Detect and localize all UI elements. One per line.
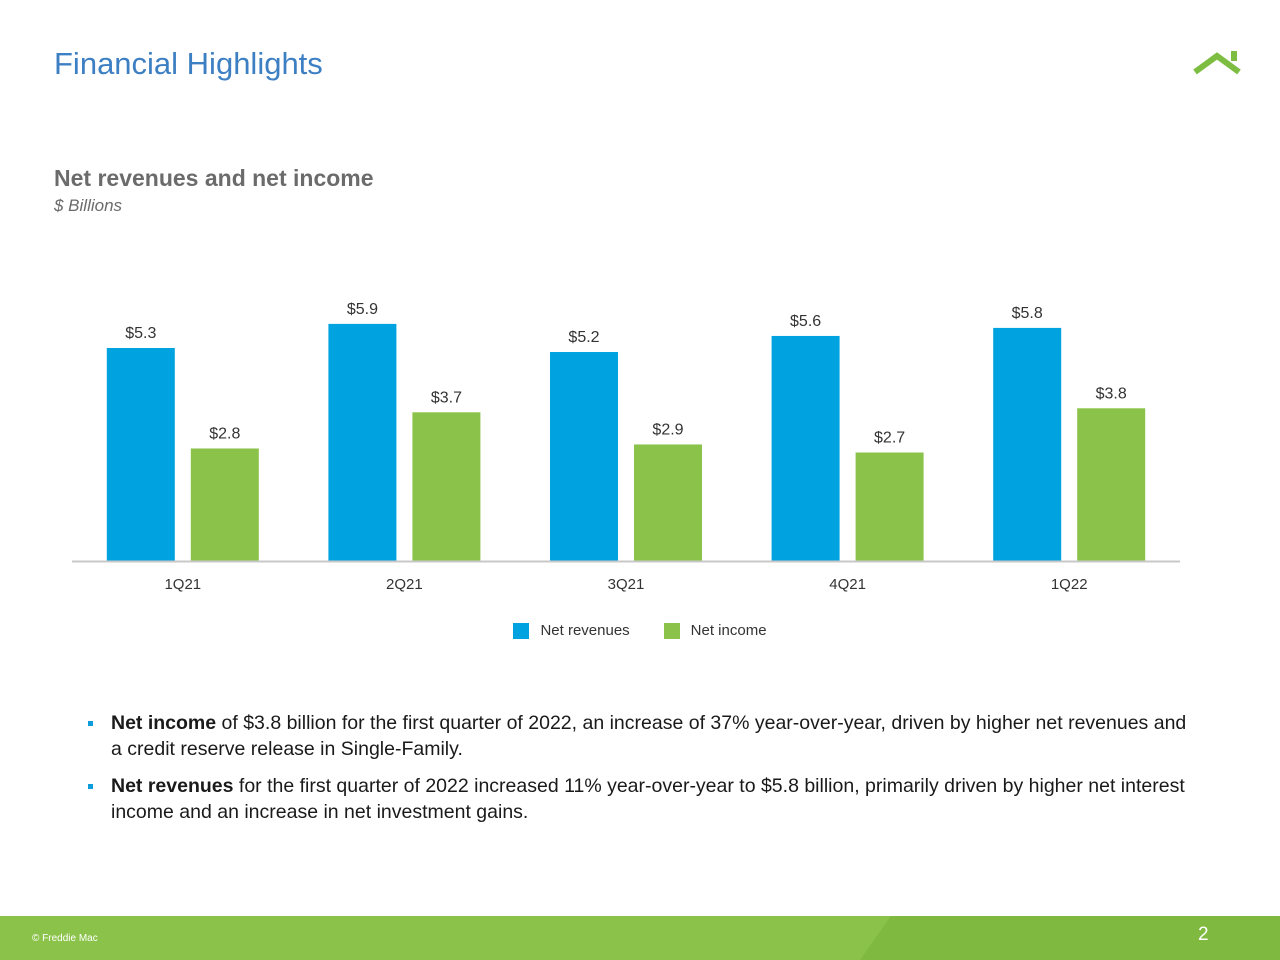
bar-net-income bbox=[412, 412, 481, 561]
data-label-net-revenues: $5.2 bbox=[568, 329, 599, 346]
bar-net-income bbox=[1077, 408, 1146, 561]
data-label-net-revenues: $5.9 bbox=[347, 301, 378, 318]
x-tick-label: 3Q21 bbox=[608, 576, 645, 593]
data-label-net-income: $2.9 bbox=[652, 421, 683, 438]
legend-swatch-net-revenues bbox=[513, 622, 530, 639]
legend-item-net-income: Net income bbox=[663, 622, 767, 639]
data-label-net-revenues: $5.6 bbox=[790, 313, 821, 330]
list-item: Net income of $3.8 billion for the first… bbox=[88, 710, 1198, 762]
legend-label-net-revenues: Net revenues bbox=[540, 622, 630, 639]
footer-decoration bbox=[860, 916, 1280, 960]
bullet-marker bbox=[88, 721, 93, 726]
bullet-bold-lead: Net revenues bbox=[111, 775, 234, 797]
chart-subtitle: $ Billions bbox=[54, 196, 123, 215]
list-item: Net revenues for the first quarter of 20… bbox=[88, 773, 1198, 825]
x-tick-label: 1Q21 bbox=[164, 576, 201, 593]
legend-label-net-income: Net income bbox=[690, 622, 767, 639]
footer-bar: © Freddie Mac 2 bbox=[0, 916, 1280, 960]
highlights-list: Net income of $3.8 billion for the first… bbox=[88, 710, 1198, 836]
bullet-bold-lead: Net income bbox=[111, 712, 217, 734]
data-label-net-revenues: $5.8 bbox=[1012, 305, 1043, 322]
bar-net-income bbox=[855, 452, 924, 561]
chart-title: Net revenues and net income bbox=[54, 165, 374, 191]
page-number: 2 bbox=[1198, 924, 1209, 945]
x-tick-label: 2Q21 bbox=[386, 576, 423, 593]
legend-swatch-net-income bbox=[663, 622, 680, 639]
x-tick-label: 4Q21 bbox=[829, 576, 866, 593]
bar-net-revenues bbox=[550, 352, 618, 561]
bar-net-revenues bbox=[993, 327, 1062, 561]
bar-chart: $5.3 $2.8 1Q21 $5.9 $3.7 2Q21 $5.2 $2.9 3Q21 $5.6… bbox=[72, 301, 1180, 593]
copyright-text: © Freddie Mac bbox=[32, 933, 98, 944]
data-label-net-revenues: $5.3 bbox=[125, 325, 156, 342]
bullet-text: for the first quarter of 2022 increased … bbox=[111, 775, 1185, 823]
data-label-net-income: $2.8 bbox=[209, 425, 240, 442]
x-tick-label: 1Q22 bbox=[1051, 576, 1088, 593]
page-title: Financial Highlights bbox=[54, 46, 323, 81]
bullet-marker bbox=[88, 784, 93, 789]
bar-net-income bbox=[634, 444, 702, 561]
bullet-text: of $3.8 billion for the first quarter of… bbox=[111, 712, 1187, 760]
data-label-net-income: $3.8 bbox=[1096, 385, 1127, 402]
freddie-mac-logo-icon bbox=[1193, 51, 1241, 75]
bar-net-revenues bbox=[328, 323, 397, 561]
bar-net-revenues bbox=[106, 348, 175, 561]
data-label-net-income: $3.7 bbox=[431, 389, 462, 406]
bar-net-revenues bbox=[771, 335, 840, 561]
chart-legend: Net revenues Net income bbox=[0, 622, 1280, 639]
legend-item-net-revenues: Net revenues bbox=[513, 622, 630, 639]
data-label-net-income: $2.7 bbox=[874, 429, 905, 446]
bar-net-income bbox=[190, 448, 259, 561]
